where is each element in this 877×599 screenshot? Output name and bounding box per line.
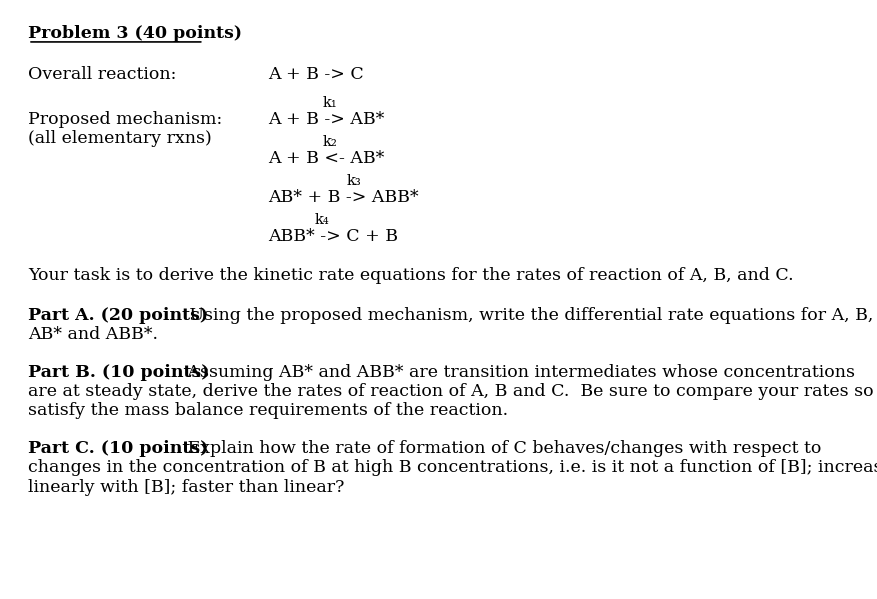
Text: Your task is to derive the kinetic rate equations for the rates of reaction of A: Your task is to derive the kinetic rate … [28,267,793,283]
Text: Proposed mechanism:: Proposed mechanism: [28,111,222,128]
Text: k₃: k₃ [346,174,361,187]
Text: Part C. (10 points): Part C. (10 points) [28,440,208,457]
Text: k₂: k₂ [323,135,338,149]
Text: Problem 3 (40 points): Problem 3 (40 points) [28,25,242,42]
Text: are at steady state, derive the rates of reaction of A, B and C.  Be sure to com: are at steady state, derive the rates of… [28,383,877,400]
Text: linearly with [B]; faster than linear?: linearly with [B]; faster than linear? [28,479,344,495]
Text: (all elementary rxns): (all elementary rxns) [28,130,211,147]
Text: Explain how the rate of formation of C behaves/changes with respect to: Explain how the rate of formation of C b… [182,440,820,457]
Text: A + B -> C: A + B -> C [267,66,363,83]
Text: satisfy the mass balance requirements of the reaction.: satisfy the mass balance requirements of… [28,402,508,419]
Text: ABB* -> C + B: ABB* -> C + B [267,228,397,244]
Text: A + B <- AB*: A + B <- AB* [267,150,384,167]
Text: changes in the concentration of B at high B concentrations, i.e. is it not a fun: changes in the concentration of B at hig… [28,459,877,476]
Text: A + B -> AB*: A + B -> AB* [267,111,384,128]
Text: Using the proposed mechanism, write the differential rate equations for A, B, C,: Using the proposed mechanism, write the … [184,307,877,324]
Text: AB* and ABB*.: AB* and ABB*. [28,326,158,343]
Text: Assuming AB* and ABB* are transition intermediates whose concentrations: Assuming AB* and ABB* are transition int… [182,364,854,380]
Text: k₁: k₁ [323,96,338,110]
Text: Part A. (20 points): Part A. (20 points) [28,307,208,324]
Text: Part B. (10 points): Part B. (10 points) [28,364,210,380]
Text: Overall reaction:: Overall reaction: [28,66,176,83]
Text: AB* + B -> ABB*: AB* + B -> ABB* [267,189,418,205]
Text: k₄: k₄ [314,213,329,226]
